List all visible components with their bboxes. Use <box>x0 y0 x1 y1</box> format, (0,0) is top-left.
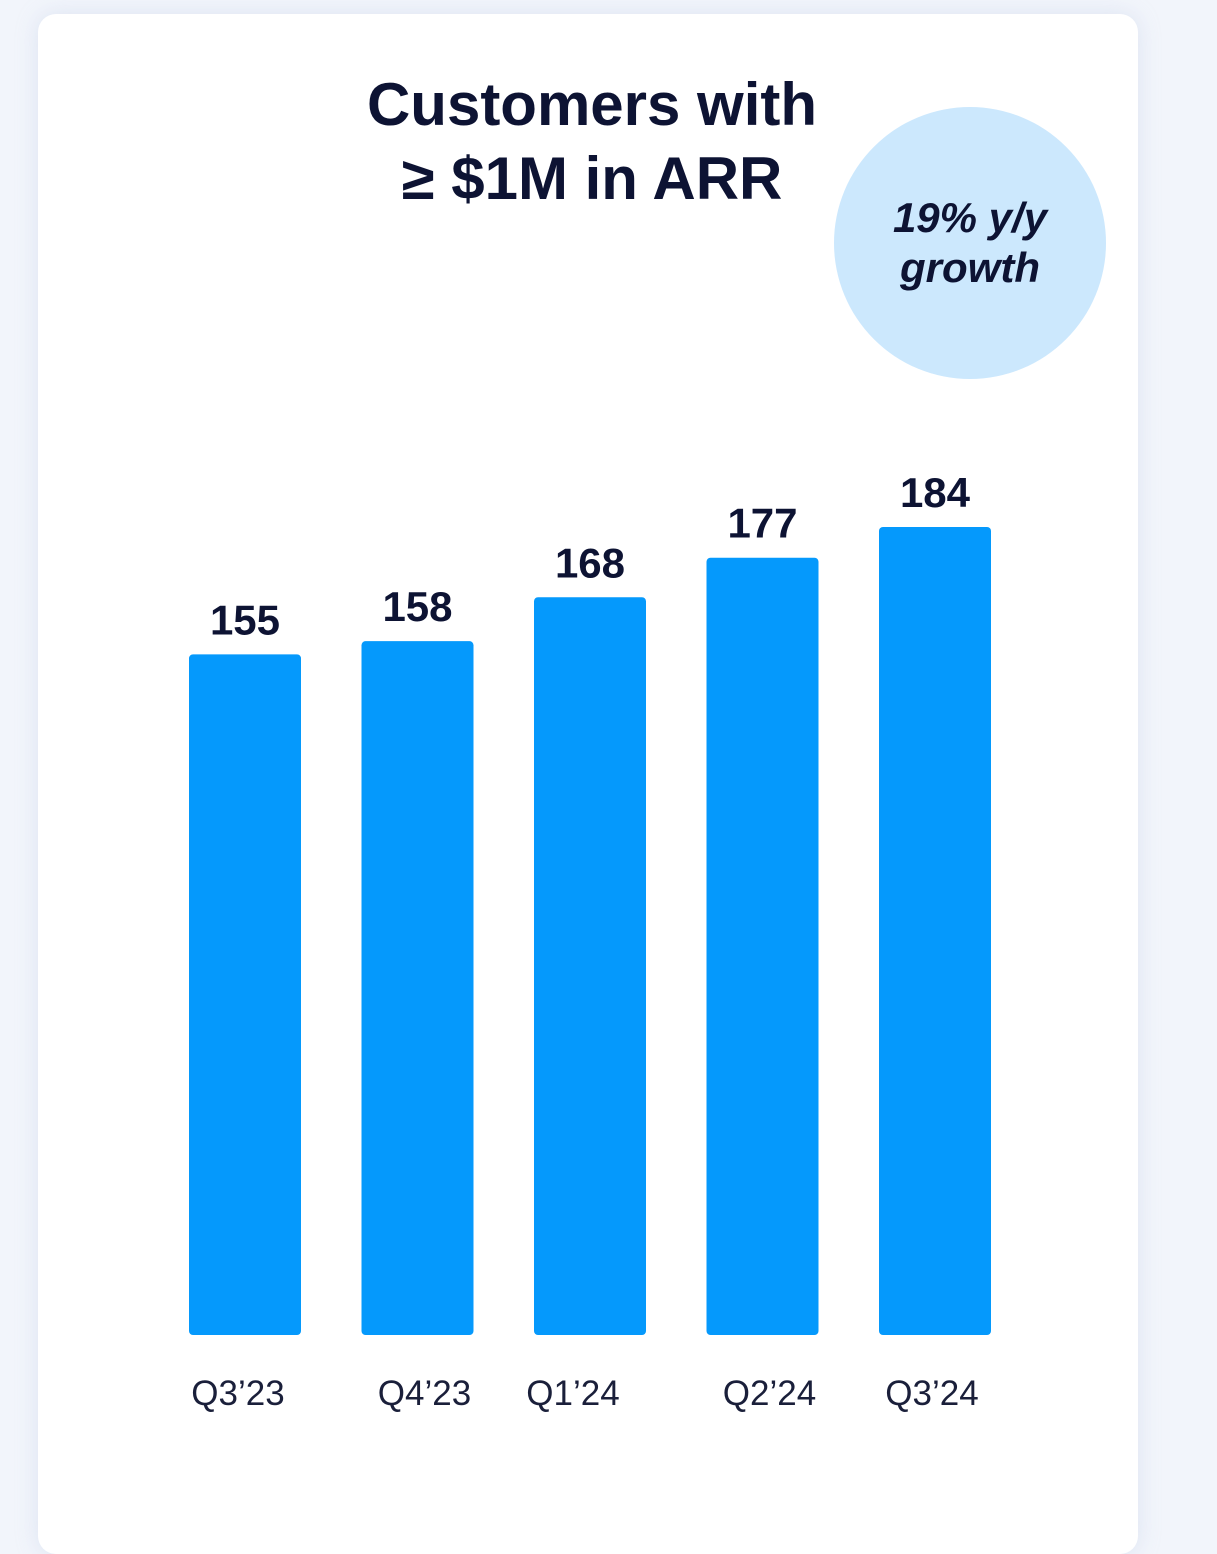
bar-value-label-3: 168 <box>555 539 625 586</box>
bar-value-label-1: 155 <box>210 596 280 643</box>
x-tick-label-3: Q1’24 <box>526 1374 619 1413</box>
bar-value-label-4: 177 <box>727 500 797 547</box>
chart-title: Customers with ≥ $1M in ARR <box>0 68 1184 216</box>
growth-badge-line-2: growth <box>900 244 1040 291</box>
chart-title-line-2: ≥ $1M in ARR <box>401 145 783 212</box>
x-tick-label-4: Q2’24 <box>723 1374 816 1413</box>
growth-badge: 19% y/y growth <box>834 107 1106 379</box>
bar-value-label-2: 158 <box>382 583 452 630</box>
growth-badge-line-1: 19% y/y <box>892 194 1048 241</box>
chart-title-line-1: Customers with <box>366 71 818 138</box>
bar-2 <box>361 641 474 1335</box>
x-tick-label-1: Q3’23 <box>191 1374 284 1413</box>
x-tick-label-2: Q4’23 <box>378 1374 471 1413</box>
bar-4 <box>706 557 819 1335</box>
x-tick-label-5: Q3’24 <box>885 1374 978 1413</box>
bar-1 <box>189 654 301 1335</box>
bar-value-label-5: 184 <box>900 469 971 516</box>
bar-5 <box>879 527 991 1335</box>
bar-3 <box>534 597 646 1335</box>
